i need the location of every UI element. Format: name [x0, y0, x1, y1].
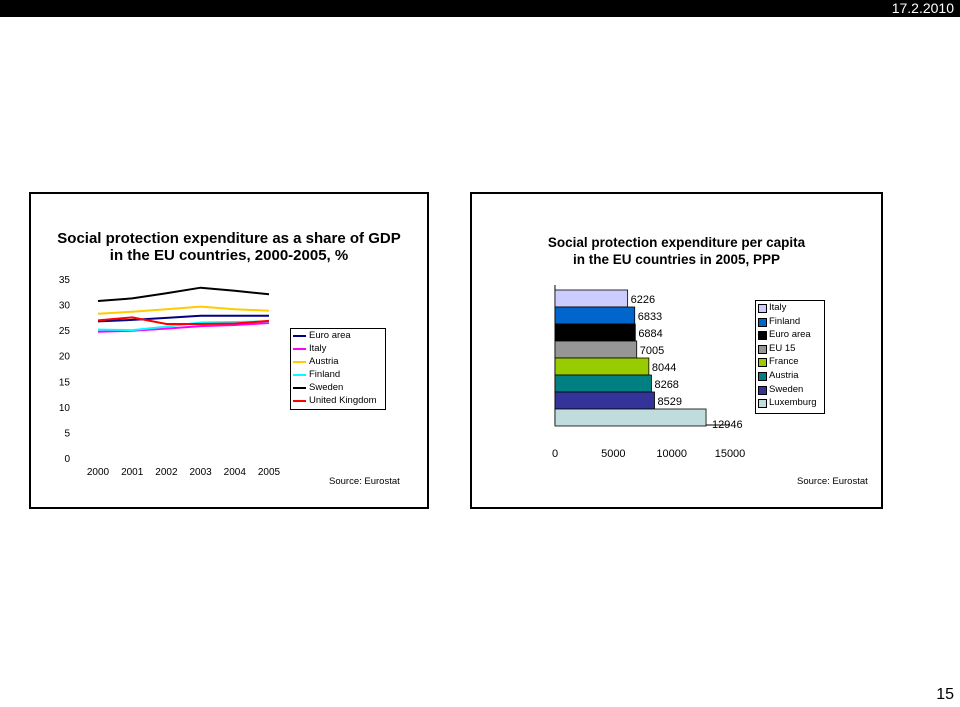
- legend-label: Italy: [309, 343, 327, 354]
- legend-swatch: [293, 387, 306, 389]
- legend-label: Euro area: [309, 330, 351, 341]
- legend-label: Luxemburg: [769, 397, 817, 409]
- source-note: Source: Eurostat: [329, 476, 400, 487]
- bar-data-label: 7005: [640, 345, 664, 357]
- legend-item: Sweden: [291, 381, 385, 394]
- title-line-1: Social protection expenditure per capita: [547, 235, 806, 250]
- legend-swatch: [758, 371, 767, 381]
- slide-title: Social protection expenditure per capita…: [472, 234, 881, 268]
- slide-title: Social protection expenditure as a share…: [31, 230, 427, 264]
- legend-swatch: [758, 304, 767, 313]
- bar: [554, 357, 650, 376]
- bar: [554, 289, 629, 308]
- bar: [554, 340, 638, 359]
- legend-item: Austria: [756, 369, 824, 383]
- legend-label: France: [769, 356, 799, 368]
- y-tick-label: 25: [59, 326, 71, 337]
- line-chart: 0 5 10 15 20 25 30 35 2000 2001 2002 2003 2004 2005: [59, 275, 281, 478]
- bar: [554, 374, 652, 393]
- legend-item: Italy: [756, 301, 824, 315]
- bar-data-label: 6833: [638, 311, 662, 323]
- legend-item: Finland: [756, 315, 824, 329]
- legend-label: Italy: [769, 302, 787, 313]
- legend-swatch: [293, 374, 306, 376]
- bar-data-label: 6226: [631, 294, 655, 306]
- x-tick-label: 10000: [656, 448, 687, 460]
- legend-label: Finland: [769, 315, 801, 327]
- legend-label: Finland: [309, 369, 341, 380]
- bar: [554, 408, 707, 427]
- y-tick-label: 30: [59, 301, 71, 312]
- bar-data-label: 6884: [638, 328, 662, 340]
- legend-swatch: [758, 331, 767, 341]
- legend-item: Euro area: [291, 329, 385, 342]
- x-tick-label: 2003: [189, 467, 212, 478]
- series-line: [97, 286, 270, 302]
- legend-swatch: [758, 317, 767, 327]
- legend-label: Euro area: [769, 329, 811, 341]
- legend-item: Euro area: [756, 328, 824, 342]
- x-tick-label: 0: [552, 448, 558, 460]
- x-tick-label: 2005: [258, 467, 281, 478]
- line-chart-legend: Euro area Italy Austria Finland Sweden United…: [290, 328, 386, 410]
- y-tick-label: 15: [59, 377, 71, 388]
- bar-data-label: 8268: [654, 379, 678, 391]
- bar-data-label: 8044: [652, 362, 676, 374]
- legend-swatch: [293, 348, 306, 350]
- legend-item: Finland: [291, 368, 385, 381]
- legend-swatch: [758, 358, 767, 368]
- series-line: [97, 305, 270, 315]
- bar-data-label: 8529: [658, 396, 682, 408]
- legend-label: Austria: [769, 369, 799, 381]
- legend-item: Sweden: [756, 383, 824, 397]
- y-tick-label: 5: [64, 428, 70, 439]
- header-date: 17.2.2010: [0, 0, 960, 17]
- legend-swatch: [758, 399, 767, 409]
- y-tick-label: 10: [59, 403, 71, 414]
- x-tick-label: 15000: [715, 448, 746, 460]
- y-tick-label: 20: [59, 352, 71, 363]
- series-line: [97, 314, 269, 323]
- legend-label: Sweden: [769, 383, 804, 395]
- bar-data-label: 12946: [712, 419, 743, 431]
- legend-label: EU 15: [769, 342, 796, 354]
- y-tick-label: 35: [59, 275, 71, 286]
- legend-item: Luxemburg: [756, 396, 824, 410]
- title-line-2: in the EU countries in 2005, PPP: [572, 252, 781, 267]
- x-tick-label: 2001: [121, 467, 144, 478]
- bar: [554, 323, 636, 342]
- title-line-2: in the EU countries, 2000-2005, %: [109, 247, 349, 264]
- x-tick-label: 2000: [87, 467, 110, 478]
- legend-item: France: [756, 355, 824, 369]
- legend-swatch: [293, 400, 306, 402]
- bar-chart: 6226 6833 6884 7005 8044 8268 8529 12946 0 5000 10…: [552, 285, 746, 460]
- y-tick-label: 0: [64, 454, 70, 465]
- legend-swatch: [758, 344, 767, 354]
- title-line-1: Social protection expenditure as a share…: [57, 230, 401, 247]
- legend-swatch: [293, 361, 306, 363]
- legend-item: United Kingdom: [291, 394, 385, 407]
- series-line: [97, 316, 270, 325]
- page-number: 15: [936, 686, 954, 703]
- x-tick-label: 5000: [601, 448, 625, 460]
- bar: [554, 306, 636, 325]
- legend-swatch: [758, 385, 767, 395]
- legend-item: Italy: [291, 342, 385, 355]
- x-tick-label: 2002: [155, 467, 178, 478]
- legend-label: United Kingdom: [309, 395, 377, 406]
- bar: [554, 391, 655, 410]
- bar-chart-legend: Italy Finland Euro area EU 15 France Austria S…: [755, 300, 825, 414]
- source-note: Source: Eurostat: [797, 476, 868, 487]
- x-tick-label: 2004: [224, 467, 247, 478]
- legend-swatch: [293, 335, 306, 337]
- legend-item: EU 15: [756, 342, 824, 356]
- legend-label: Austria: [309, 356, 339, 367]
- legend-item: Austria: [291, 355, 385, 368]
- legend-label: Sweden: [309, 382, 344, 393]
